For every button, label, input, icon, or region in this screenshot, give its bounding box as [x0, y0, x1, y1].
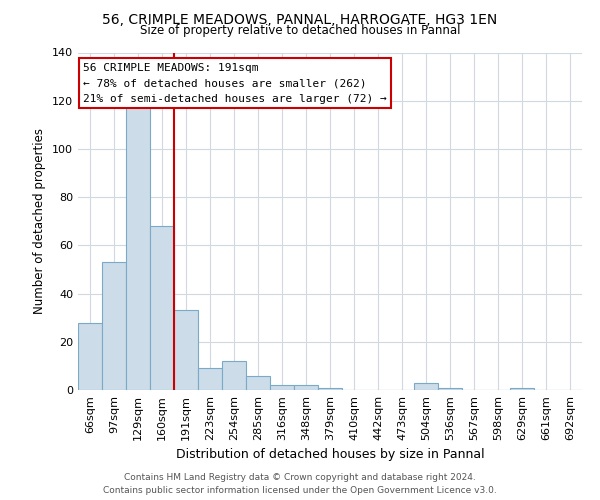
Bar: [78, 322, 102, 390]
Bar: [438, 388, 462, 390]
Bar: [270, 385, 294, 390]
Bar: [174, 310, 198, 390]
Bar: [246, 376, 270, 390]
Bar: [198, 368, 222, 390]
Bar: [414, 383, 438, 390]
Bar: [222, 361, 246, 390]
Y-axis label: Number of detached properties: Number of detached properties: [34, 128, 46, 314]
X-axis label: Distribution of detached houses by size in Pannal: Distribution of detached houses by size …: [176, 448, 484, 462]
Text: 56 CRIMPLE MEADOWS: 191sqm
← 78% of detached houses are smaller (262)
21% of sem: 56 CRIMPLE MEADOWS: 191sqm ← 78% of deta…: [83, 62, 387, 104]
Text: 56, CRIMPLE MEADOWS, PANNAL, HARROGATE, HG3 1EN: 56, CRIMPLE MEADOWS, PANNAL, HARROGATE, …: [103, 12, 497, 26]
Bar: [294, 385, 318, 390]
Bar: [126, 106, 150, 390]
Bar: [102, 262, 126, 390]
Bar: [318, 388, 342, 390]
Bar: [150, 226, 174, 390]
Text: Contains HM Land Registry data © Crown copyright and database right 2024.
Contai: Contains HM Land Registry data © Crown c…: [103, 474, 497, 495]
Bar: [510, 388, 534, 390]
Text: Size of property relative to detached houses in Pannal: Size of property relative to detached ho…: [140, 24, 460, 37]
